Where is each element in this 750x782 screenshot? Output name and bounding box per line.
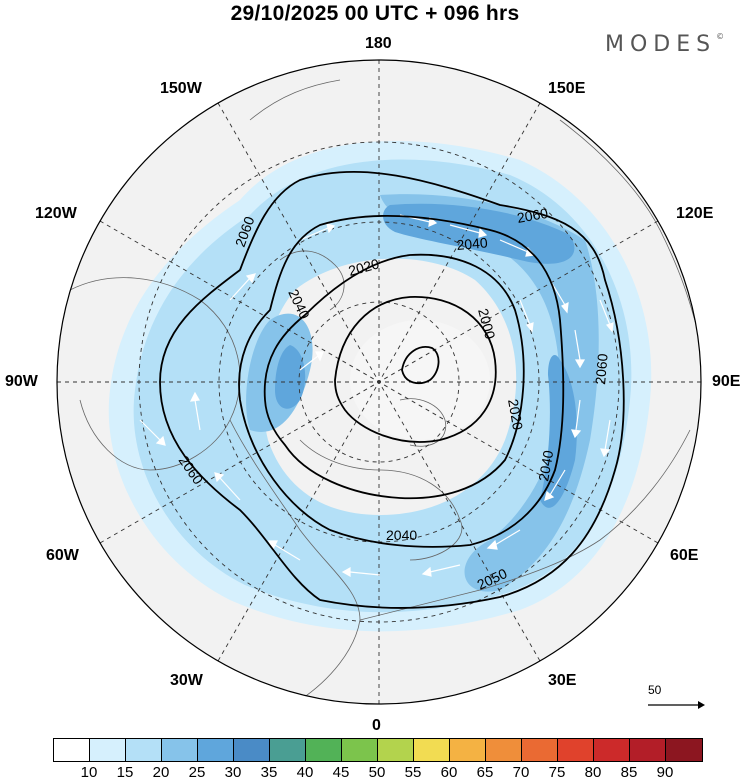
contour-label: 2040 [535, 449, 556, 483]
wind-arrow [486, 529, 521, 550]
wind-arrow [571, 399, 582, 439]
colorbar-swatch [486, 739, 522, 761]
contour-label: 2000 [475, 307, 499, 341]
wind-arrow [421, 564, 461, 577]
lon-label-90e: 90E [712, 373, 741, 390]
graticule [57, 60, 701, 704]
lon-label-60w: 60W [46, 547, 79, 564]
colorbar-swatch [666, 739, 702, 761]
brand-name: MODES [605, 32, 717, 57]
colorbar-swatch [378, 739, 414, 761]
colorbar-swatch [522, 739, 558, 761]
contour-2040 [238, 215, 565, 548]
polar-calm-zone [350, 320, 490, 440]
coastlines [69, 79, 701, 701]
height-contours [159, 170, 625, 609]
colorbar [53, 738, 703, 762]
wind-arrow [544, 469, 566, 501]
colorbar-swatch [198, 739, 234, 761]
wind-arrow [299, 351, 324, 371]
wind-arrow [449, 224, 488, 238]
colorbar-ticks: 10 15 20 25 30 35 40 45 50 55 60 65 70 75 80 85 90 [53, 764, 703, 782]
lon-label-30w: 30W [170, 672, 203, 689]
colorbar-swatch [270, 739, 306, 761]
colorbar-tick-label: 35 [260, 764, 278, 781]
colorbar-swatch [594, 739, 630, 761]
reference-vector [648, 701, 705, 709]
lon-label-120w: 120W [35, 205, 77, 222]
map-boundary [56, 59, 702, 705]
copyright-mark: © [716, 31, 725, 41]
lon-label-60e: 60E [670, 547, 699, 564]
wind-arrow [268, 540, 301, 561]
colorbar-swatch [414, 739, 450, 761]
wind-arrow [229, 273, 256, 301]
colorbar-swatch [450, 739, 486, 761]
colorbar-tick-label: 30 [224, 764, 242, 781]
colorbar-tick-label: 90 [656, 764, 674, 781]
colorbar-tick-label: 60 [440, 764, 458, 781]
wind-arrow [139, 419, 166, 446]
lon-label-180: 180 [365, 35, 392, 52]
colorbar-tick-label: 55 [404, 764, 422, 781]
colorbar-tick-label: 65 [476, 764, 494, 781]
colorbar-swatch [306, 739, 342, 761]
map-title: 29/10/2025 00 UTC + 096 hrs [230, 2, 520, 25]
colorbar-swatch [90, 739, 126, 761]
wind-arrow [519, 299, 534, 333]
wind-arrow [599, 299, 614, 333]
wind-arrow [214, 472, 241, 501]
contour-2000 [334, 296, 497, 443]
colorbar-tick-label: 85 [620, 764, 638, 781]
colorbar-swatch [558, 739, 594, 761]
wind-arrow [600, 419, 611, 458]
contour-label: 2020 [347, 255, 381, 279]
colorbar-swatch [630, 739, 666, 761]
wind-shading-20 [133, 159, 632, 613]
lon-label-0: 0 [372, 717, 381, 734]
lon-label-120e: 120E [676, 205, 714, 222]
wind-vectors [139, 214, 614, 578]
colorbar-tick-label: 70 [512, 764, 530, 781]
wind-arrow [341, 566, 381, 578]
colorbar-swatch [342, 739, 378, 761]
colorbar-swatch [126, 739, 162, 761]
colorbar-tick-label: 25 [188, 764, 206, 781]
wind-shading-30 [275, 203, 577, 508]
colorbar-tick-label: 75 [548, 764, 566, 781]
contour-2060 [159, 170, 625, 609]
contour-1980-center [401, 346, 440, 385]
colorbar-swatch [234, 739, 270, 761]
colorbar-tick-label: 40 [296, 764, 314, 781]
modes-logo: MODES© [605, 32, 724, 57]
reference-vector-label: 50 [648, 683, 662, 697]
colorbar-tick-label: 50 [368, 764, 386, 781]
lon-label-150e: 150E [548, 80, 586, 97]
wind-arrow [189, 391, 201, 431]
lon-label-90w: 90W [5, 373, 38, 390]
contour-label: 2020 [505, 398, 526, 432]
colorbar-tick-label: 15 [116, 764, 134, 781]
lon-label-150w: 150W [160, 80, 202, 97]
colorbar-tick-label: 80 [584, 764, 602, 781]
colorbar-tick-label: 20 [152, 764, 170, 781]
wind-arrow [574, 329, 586, 369]
contour-2020 [263, 253, 525, 500]
colorbar-swatch [54, 739, 90, 761]
contour-label: 2060 [516, 205, 550, 226]
contour-label: 2060 [592, 353, 611, 386]
contour-label: 2040 [456, 234, 489, 253]
contour-label: 2040 [386, 527, 417, 543]
colorbar-tick-label: 45 [332, 764, 350, 781]
lon-label-30e: 30E [548, 672, 577, 689]
colorbar-tick-label: 10 [80, 764, 98, 781]
wind-arrow [299, 223, 336, 241]
colorbar-swatch [162, 739, 198, 761]
